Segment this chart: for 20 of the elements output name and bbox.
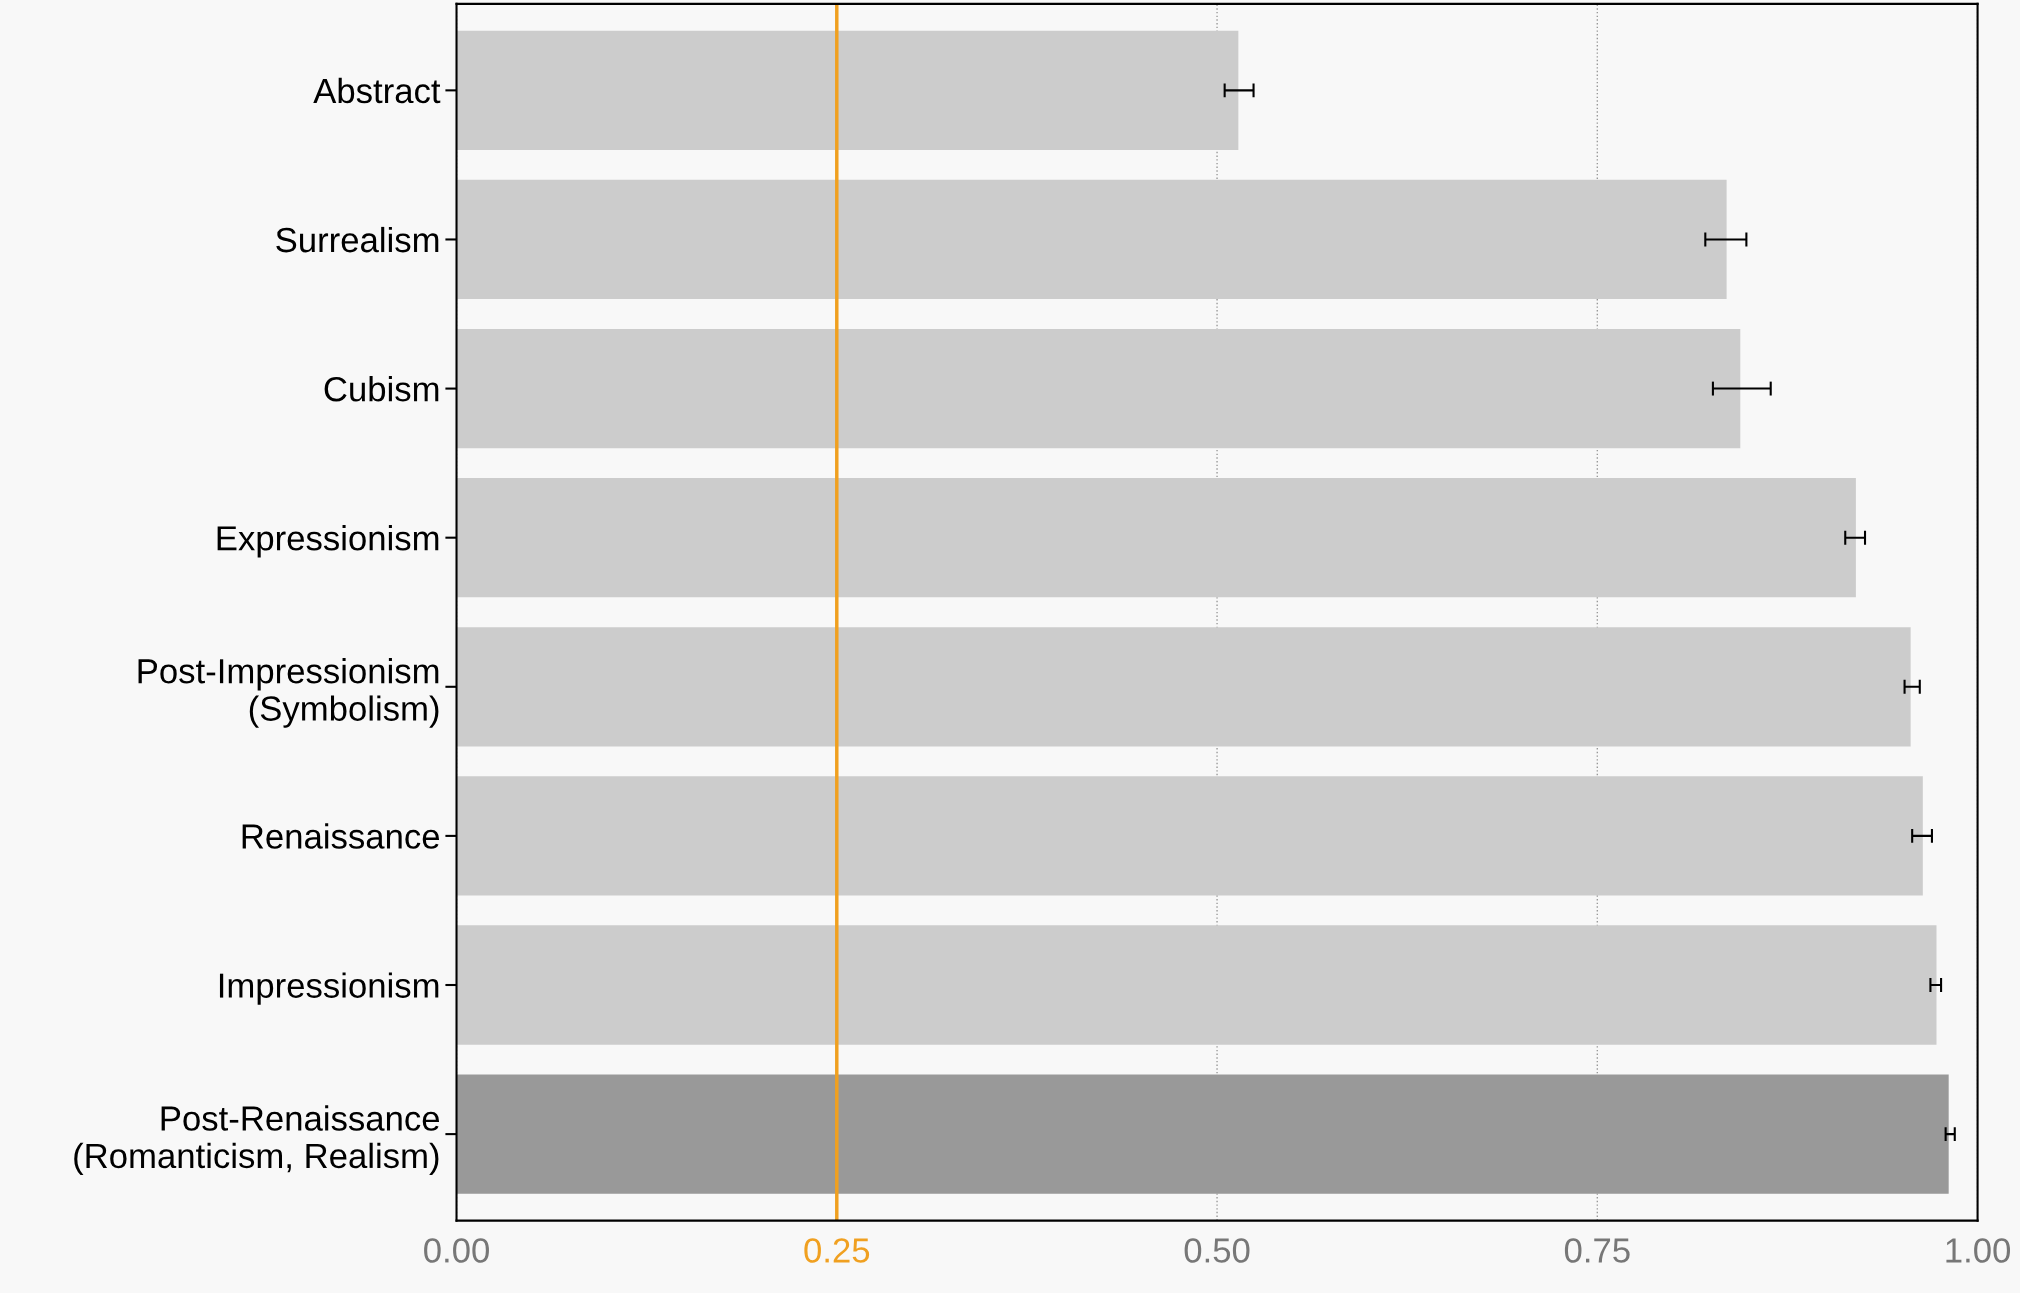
y-tick-label: Cubism — [324, 375, 439, 402]
y-tick-label: Abstract — [313, 77, 441, 104]
bar — [456, 179, 1727, 300]
y-tick-label: Impressionism — [219, 972, 439, 1005]
y-tick-label: Post-Impressionism (Symbolism) — [138, 658, 439, 728]
x-tick-label: 0.50 — [1184, 1238, 1250, 1263]
x-tick-label: 0.25 — [804, 1238, 870, 1263]
y-tick-label: Post-Renaissance (Romanticism, Realism) — [74, 1105, 440, 1176]
y-tick-label: Expressionism — [217, 525, 439, 558]
bar — [456, 328, 1741, 449]
y-tick-label: Renaissance — [242, 823, 440, 849]
bar — [456, 776, 1923, 896]
bar — [456, 627, 1911, 747]
bar — [456, 478, 1856, 598]
x-tick-label: 0.75 — [1564, 1238, 1630, 1263]
x-tick-label: 0.00 — [424, 1238, 489, 1263]
y-tick-label: Surrealism — [276, 226, 439, 253]
bar — [456, 925, 1937, 1045]
bar — [456, 30, 1239, 150]
x-tick-label: 1.00 — [1946, 1238, 2011, 1263]
